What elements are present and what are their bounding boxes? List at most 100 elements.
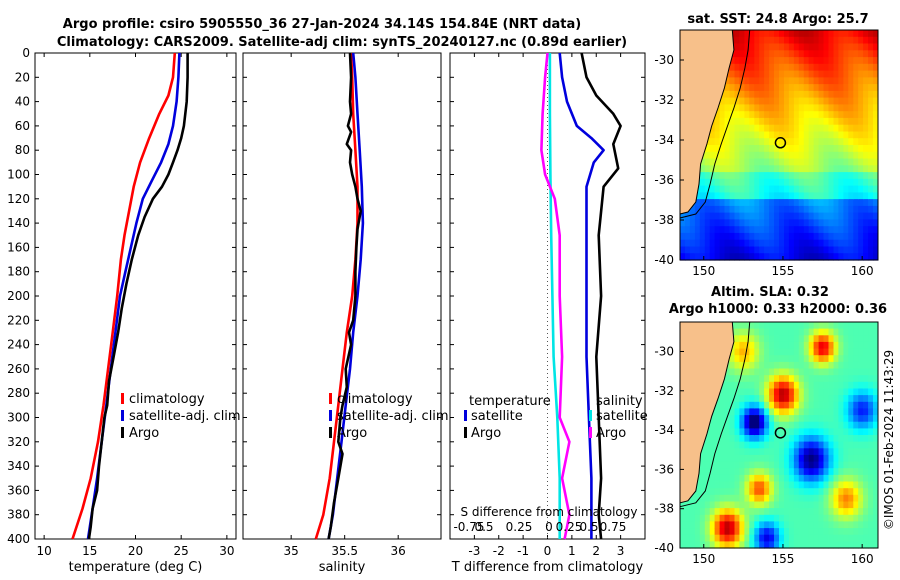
map-cell	[754, 185, 760, 193]
map-cell	[828, 435, 834, 443]
map-cell	[769, 348, 775, 356]
map-cell	[754, 97, 760, 105]
map-cell	[813, 508, 820, 516]
map-cell	[754, 355, 760, 363]
map-cell	[744, 395, 750, 403]
map-cell	[764, 481, 770, 489]
map-cell	[759, 514, 765, 522]
map-cell	[868, 117, 874, 126]
map-cell	[858, 232, 864, 241]
map-cell	[754, 428, 760, 436]
map-cell	[724, 124, 730, 133]
map-cell	[734, 435, 740, 443]
map-cell	[774, 36, 780, 45]
map-cell	[784, 322, 790, 330]
map-cell	[744, 77, 750, 85]
map-y-tick-label-38: -38	[654, 502, 674, 516]
map-cell	[823, 494, 829, 502]
map-cell	[714, 415, 721, 423]
map-cell	[808, 481, 815, 489]
map-cell	[823, 481, 829, 489]
map-cell	[769, 90, 775, 99]
map-cell	[838, 355, 844, 363]
map-cell	[749, 415, 755, 423]
map-cell	[709, 494, 716, 502]
map-cell	[863, 131, 869, 139]
map-cell	[848, 534, 854, 542]
map-cell	[823, 172, 829, 180]
map-cell	[769, 381, 775, 389]
coastline	[679, 29, 735, 215]
map-cell	[774, 448, 780, 456]
map-cell	[764, 461, 770, 469]
map-cell	[838, 408, 844, 416]
map-cell	[744, 63, 750, 72]
map-cell	[729, 381, 735, 389]
map-cell	[764, 361, 770, 370]
map-cell	[774, 90, 780, 99]
map-cell	[788, 441, 795, 449]
map-cell	[798, 232, 805, 241]
map-cell	[788, 488, 795, 496]
map-cell	[749, 328, 755, 336]
map-cell	[873, 428, 879, 436]
map-cell	[779, 368, 785, 376]
map-cell	[823, 361, 829, 370]
legend-swatch-climatology	[329, 393, 332, 404]
map-cell	[873, 381, 879, 389]
map-cell	[863, 508, 869, 516]
map-cell	[709, 178, 716, 187]
map-cell	[759, 481, 765, 489]
map-cell	[873, 481, 879, 489]
map-cell	[724, 111, 730, 119]
map-cell	[779, 111, 785, 119]
map-cell	[749, 199, 755, 207]
map-cell	[769, 219, 775, 227]
map-cell	[759, 335, 765, 343]
map-cell	[833, 117, 839, 126]
map-cell	[724, 494, 730, 502]
map-cell	[719, 192, 726, 200]
map-cell	[788, 335, 795, 343]
series-line-t-satellite	[558, 52, 605, 539]
map-cell	[813, 226, 820, 234]
map-cell	[818, 328, 825, 336]
map-cell	[813, 388, 820, 396]
map-cell	[759, 368, 765, 376]
map-cell	[744, 454, 750, 463]
map-cell	[724, 468, 730, 476]
map-cell	[739, 158, 745, 166]
map-cell	[719, 131, 726, 139]
map-cell	[709, 165, 716, 173]
map-cell	[813, 514, 820, 522]
map-cell	[798, 481, 805, 489]
map-cell	[803, 341, 810, 350]
map-cell	[729, 521, 735, 529]
map-cell	[719, 124, 726, 133]
map-cell	[863, 36, 869, 45]
map-cell	[828, 408, 834, 416]
map-cell	[729, 441, 735, 449]
map-cell	[704, 165, 711, 173]
map-cell	[848, 355, 854, 363]
map-cell	[843, 178, 849, 187]
map-cell	[793, 57, 800, 65]
map-cell	[798, 328, 805, 336]
map-cell	[689, 212, 696, 220]
map-cell	[714, 111, 721, 119]
map-cell	[833, 488, 839, 496]
map-cell	[838, 328, 844, 336]
x-tick-label-1: 1	[568, 544, 576, 558]
map-cell	[769, 30, 775, 38]
map-cell	[774, 63, 780, 72]
map-cell	[734, 528, 740, 536]
map-cell	[680, 232, 686, 241]
map-cell	[873, 43, 879, 51]
map-cell	[793, 388, 800, 396]
map-cell	[779, 63, 785, 72]
map-cell	[843, 361, 849, 370]
map-cell	[793, 421, 800, 429]
map-cell	[764, 50, 770, 58]
map-cell	[843, 395, 849, 403]
map-cell	[808, 508, 815, 516]
